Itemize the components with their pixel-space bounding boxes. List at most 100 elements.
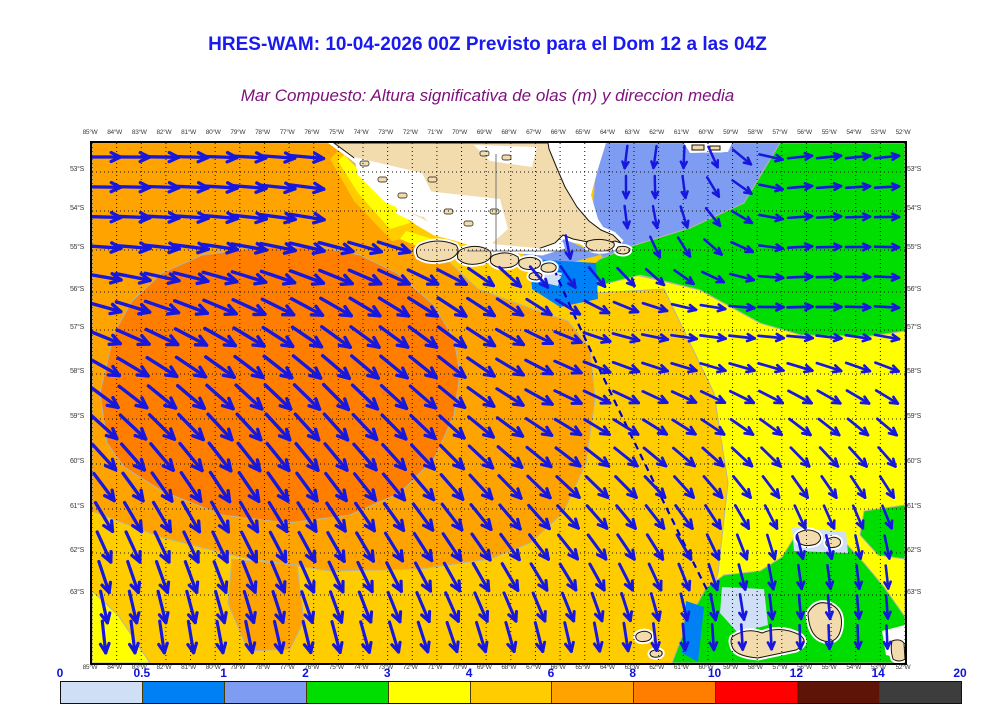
wave-arrow (844, 182, 872, 192)
lon-label-bottom: 75°W (328, 664, 344, 671)
wave-arrow (502, 591, 518, 623)
wave-arrow (118, 413, 148, 441)
wave-arrow (647, 562, 663, 592)
lon-label-bottom: 77°W (279, 664, 295, 671)
wave-arrow (232, 326, 266, 348)
wave-arrow (758, 183, 784, 193)
wave-arrow (641, 301, 669, 314)
wave-arrow (815, 272, 843, 282)
wave-arrow (554, 298, 582, 316)
wave-arrow (326, 531, 346, 563)
wave-arrow (670, 302, 698, 313)
wave-arrow (439, 473, 465, 501)
wave-arrow (92, 330, 122, 346)
wave-arrow (791, 475, 809, 499)
wave-region (859, 504, 905, 560)
wave-arrow (844, 333, 872, 343)
lon-label-top: 82°W (156, 129, 172, 136)
wave-arrow (708, 622, 719, 652)
islet (359, 160, 370, 167)
wave-arrow (468, 473, 494, 501)
lon-label-bottom: 72°W (402, 664, 418, 671)
wave-arrow (709, 592, 719, 622)
lon-label-top: 53°W (870, 129, 886, 136)
wave-arrow (851, 504, 865, 530)
wave-arrow (444, 591, 461, 623)
wave-arrow (815, 361, 843, 374)
wave-arrow (442, 561, 462, 593)
lon-label-bottom: 73°W (378, 664, 393, 671)
wave-arrow (786, 242, 814, 252)
wave-arrow (650, 622, 661, 652)
lat-label-left: 55°S (69, 244, 84, 251)
wave-arrow (379, 383, 409, 411)
wave-arrow (317, 240, 355, 256)
colorbar-tick-label: 3 (383, 666, 391, 680)
wave-arrow (201, 270, 239, 286)
wave-arrow (677, 562, 692, 592)
wave-arrow (554, 446, 582, 468)
lon-label-bottom: 83°W (131, 664, 147, 671)
wave-arrow (200, 241, 240, 255)
wave-arrow (845, 389, 871, 405)
wave-arrow (640, 333, 670, 343)
lon-label-top: 63°W (624, 129, 640, 136)
wave-arrow (294, 442, 320, 472)
lon-label-top: 55°W (821, 129, 837, 136)
route-line (552, 268, 708, 591)
wave-arrow (241, 560, 258, 594)
wave-arrow (786, 212, 814, 222)
lat-label-right: 61°S (907, 503, 922, 510)
wave-arrow (259, 241, 297, 255)
wave-arrow (441, 532, 463, 562)
wave-arrow (738, 593, 748, 621)
lon-label-bottom: 61°W (673, 664, 689, 671)
wave-arrow (127, 589, 141, 625)
wave-arrow (680, 174, 689, 200)
wave-arrow (266, 471, 290, 503)
lon-label-top: 73°W (378, 129, 393, 136)
wave-arrow (786, 361, 814, 374)
wave-arrow (815, 302, 843, 312)
wave-arrow (270, 560, 287, 594)
map-frame (90, 141, 907, 665)
wave-arrow (587, 266, 607, 288)
wave-arrow (611, 360, 641, 374)
wave-arrow (409, 413, 437, 441)
lon-label-top: 59°W (723, 129, 738, 136)
lon-label-bottom: 76°W (304, 664, 320, 671)
wave-arrow (649, 592, 662, 622)
page-subtitle: Mar Compuesto: Altura significativa de o… (240, 86, 735, 105)
wave-arrow (822, 504, 836, 530)
wave-arrow (205, 383, 235, 411)
wave-arrow (235, 412, 263, 442)
lat-label-right: 57°S (907, 324, 922, 331)
lon-label-top: 65°W (575, 129, 591, 136)
lon-label-top: 54°W (846, 129, 862, 136)
wave-arrow (143, 299, 181, 316)
wave-arrow (180, 500, 202, 534)
wave-arrow (761, 475, 781, 499)
wave-arrow (350, 383, 380, 411)
wave-region (720, 587, 768, 633)
wave-arrow (674, 504, 694, 530)
wave-arrow (874, 361, 900, 374)
wave-arrow (117, 384, 149, 410)
lon-label-bottom: 78°W (255, 664, 270, 671)
wave-arrow (356, 560, 374, 594)
wave-arrow (524, 329, 554, 345)
wave-arrow (321, 382, 351, 412)
islet (463, 220, 474, 227)
colorbar-tick-label: 12 (789, 666, 804, 680)
colorbar-tick-label: 4 (465, 666, 473, 680)
colorbar-segment (306, 682, 389, 703)
island (489, 252, 520, 269)
wave-arrow (498, 503, 522, 531)
lon-label-top: 84°W (107, 129, 122, 136)
lon-label-top: 61°W (673, 129, 689, 136)
wave-arrow (529, 562, 549, 592)
lon-label-bottom: 55°W (821, 664, 837, 671)
wave-arrow (824, 623, 834, 651)
wave-arrow (381, 442, 407, 472)
lat-label-left: 62°S (69, 547, 84, 554)
